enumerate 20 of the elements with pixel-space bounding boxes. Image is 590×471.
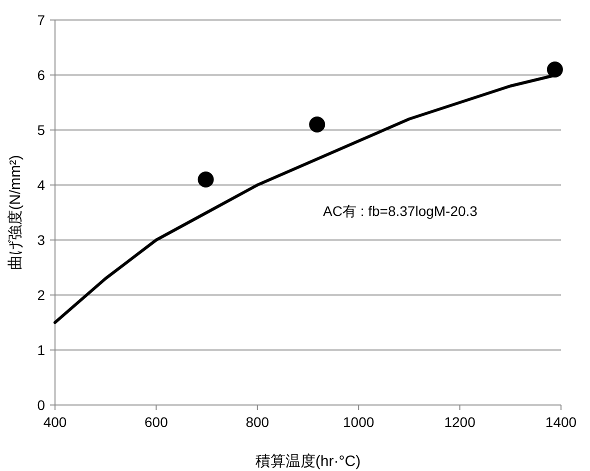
x-tick-label: 1000 — [343, 414, 374, 430]
y-tick-label: 3 — [37, 232, 46, 248]
x-tick-label: 1400 — [545, 414, 577, 430]
y-axis-title: 曲げ強度(N/mm²) — [7, 155, 24, 270]
y-tick-label: 2 — [37, 287, 46, 303]
y-tick-label: 4 — [37, 177, 46, 193]
x-tick-label: 1200 — [444, 414, 476, 430]
annotation: AC有 : fb=8.37logM-20.3 — [323, 203, 478, 219]
y-tick-label: 1 — [37, 342, 46, 358]
point — [198, 172, 214, 188]
point — [546, 62, 563, 78]
y-tick-label: 5 — [37, 122, 46, 138]
y-tick-label: 7 — [37, 12, 46, 28]
x-axis-title: 積算温度(hr·°C) — [255, 453, 361, 470]
x-tick-label: 800 — [246, 414, 270, 430]
point — [309, 116, 326, 132]
y-tick-label: 0 — [37, 397, 46, 413]
x-tick-label: 400 — [43, 414, 67, 430]
y-tick-label: 6 — [37, 67, 46, 83]
x-tick-label: 600 — [144, 414, 168, 430]
